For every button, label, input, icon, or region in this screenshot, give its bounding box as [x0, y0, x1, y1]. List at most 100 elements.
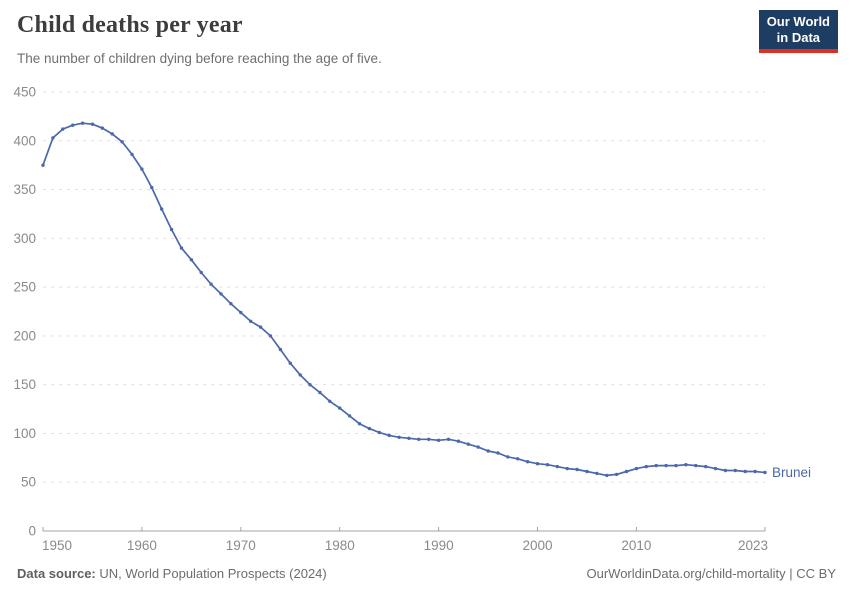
data-point [674, 463, 678, 468]
data-point [338, 406, 342, 410]
data-point [130, 152, 134, 157]
data-point [328, 399, 332, 403]
data-source-label: Data source: [17, 566, 96, 581]
data-point [357, 422, 362, 426]
data-point [466, 442, 470, 446]
data-point [614, 472, 619, 477]
data-point [71, 123, 75, 127]
data-point [298, 373, 302, 377]
x-axis: 1950 1960 1970 1980 1990 2000 2010 2023 [42, 527, 768, 553]
data-point [268, 334, 273, 338]
series-line [42, 122, 766, 477]
data-point [318, 390, 322, 395]
owid-logo[interactable]: Our World in Data [758, 10, 838, 53]
data-point [476, 445, 480, 449]
data-point [605, 473, 609, 478]
x-tick-label: 1970 [226, 538, 256, 553]
data-point [525, 460, 530, 464]
y-tick-label: 450 [13, 85, 36, 100]
data-point [110, 132, 114, 136]
data-point [258, 325, 263, 329]
data-point [713, 466, 718, 471]
data-point [535, 462, 540, 466]
x-tick-label: 2000 [522, 538, 552, 553]
chart-title: Child deaths per year [17, 12, 243, 38]
series-label: Brunei [772, 465, 811, 480]
data-source-text: UN, World Population Prospects (2024) [95, 566, 327, 581]
y-tick-label: 200 [13, 328, 36, 343]
owid-logo-line1: Our World [766, 14, 830, 29]
data-point [624, 469, 629, 474]
data-point [664, 463, 668, 468]
data-point [753, 469, 757, 474]
data-point [249, 319, 253, 323]
data-point [51, 136, 55, 140]
data-point [456, 439, 461, 443]
data-point [545, 463, 550, 467]
data-point [80, 121, 85, 125]
x-tick-label: 1950 [42, 538, 72, 553]
data-point [41, 163, 45, 167]
data-point [100, 126, 105, 130]
data-point [704, 464, 708, 469]
data-point [90, 122, 95, 126]
x-tick-label: 1990 [424, 538, 454, 553]
data-point [417, 437, 421, 441]
data-point [763, 470, 767, 475]
data-point [169, 227, 174, 232]
data-point [377, 430, 381, 435]
y-tick-label: 300 [13, 231, 36, 246]
data-point [387, 433, 391, 438]
data-source: Data source: UN, World Population Prospe… [17, 566, 327, 581]
data-point [654, 463, 658, 468]
data-point [694, 463, 698, 468]
chart-subtitle: The number of children dying before reac… [17, 51, 382, 66]
data-point [229, 302, 233, 306]
data-point [120, 140, 124, 144]
data-point [496, 451, 500, 455]
chart-footer: Data source: UN, World Population Prospe… [17, 566, 836, 581]
y-tick-label: 50 [21, 475, 36, 490]
data-point [595, 471, 599, 476]
data-point [575, 467, 579, 472]
data-point [486, 449, 490, 453]
x-tick-label: 1980 [325, 538, 355, 553]
data-point [219, 292, 223, 296]
data-point [427, 437, 431, 441]
data-point [160, 207, 164, 211]
x-tick-label: 1960 [127, 538, 157, 553]
data-point [367, 426, 372, 431]
data-point [565, 466, 569, 471]
y-tick-label: 150 [13, 377, 36, 392]
data-point [61, 127, 65, 131]
data-point [347, 414, 352, 418]
footer-link[interactable]: OurWorldinData.org/child-mortality | CC … [586, 566, 837, 581]
data-point [209, 282, 213, 286]
data-point [743, 469, 747, 474]
owid-logo-line2: in Data [776, 30, 821, 45]
data-point [555, 464, 559, 469]
x-tick-label: 2023 [738, 538, 768, 553]
data-point [407, 436, 411, 440]
data-point [140, 167, 144, 171]
data-point [506, 455, 510, 459]
data-point [446, 437, 451, 441]
y-tick-label: 0 [28, 524, 36, 539]
y-tick-label: 400 [13, 133, 36, 148]
data-point [723, 468, 728, 473]
y-tick-label: 350 [13, 182, 36, 197]
data-point [436, 438, 441, 442]
series-markers [41, 121, 767, 478]
data-point [199, 270, 203, 275]
data-point [239, 310, 243, 315]
data-point [397, 435, 401, 439]
data-point [644, 464, 648, 469]
data-point [179, 246, 184, 250]
data-point [189, 258, 194, 262]
y-tick-label: 250 [13, 280, 36, 295]
data-point [150, 185, 154, 190]
y-tick-label: 100 [13, 426, 36, 441]
data-point [634, 466, 639, 471]
